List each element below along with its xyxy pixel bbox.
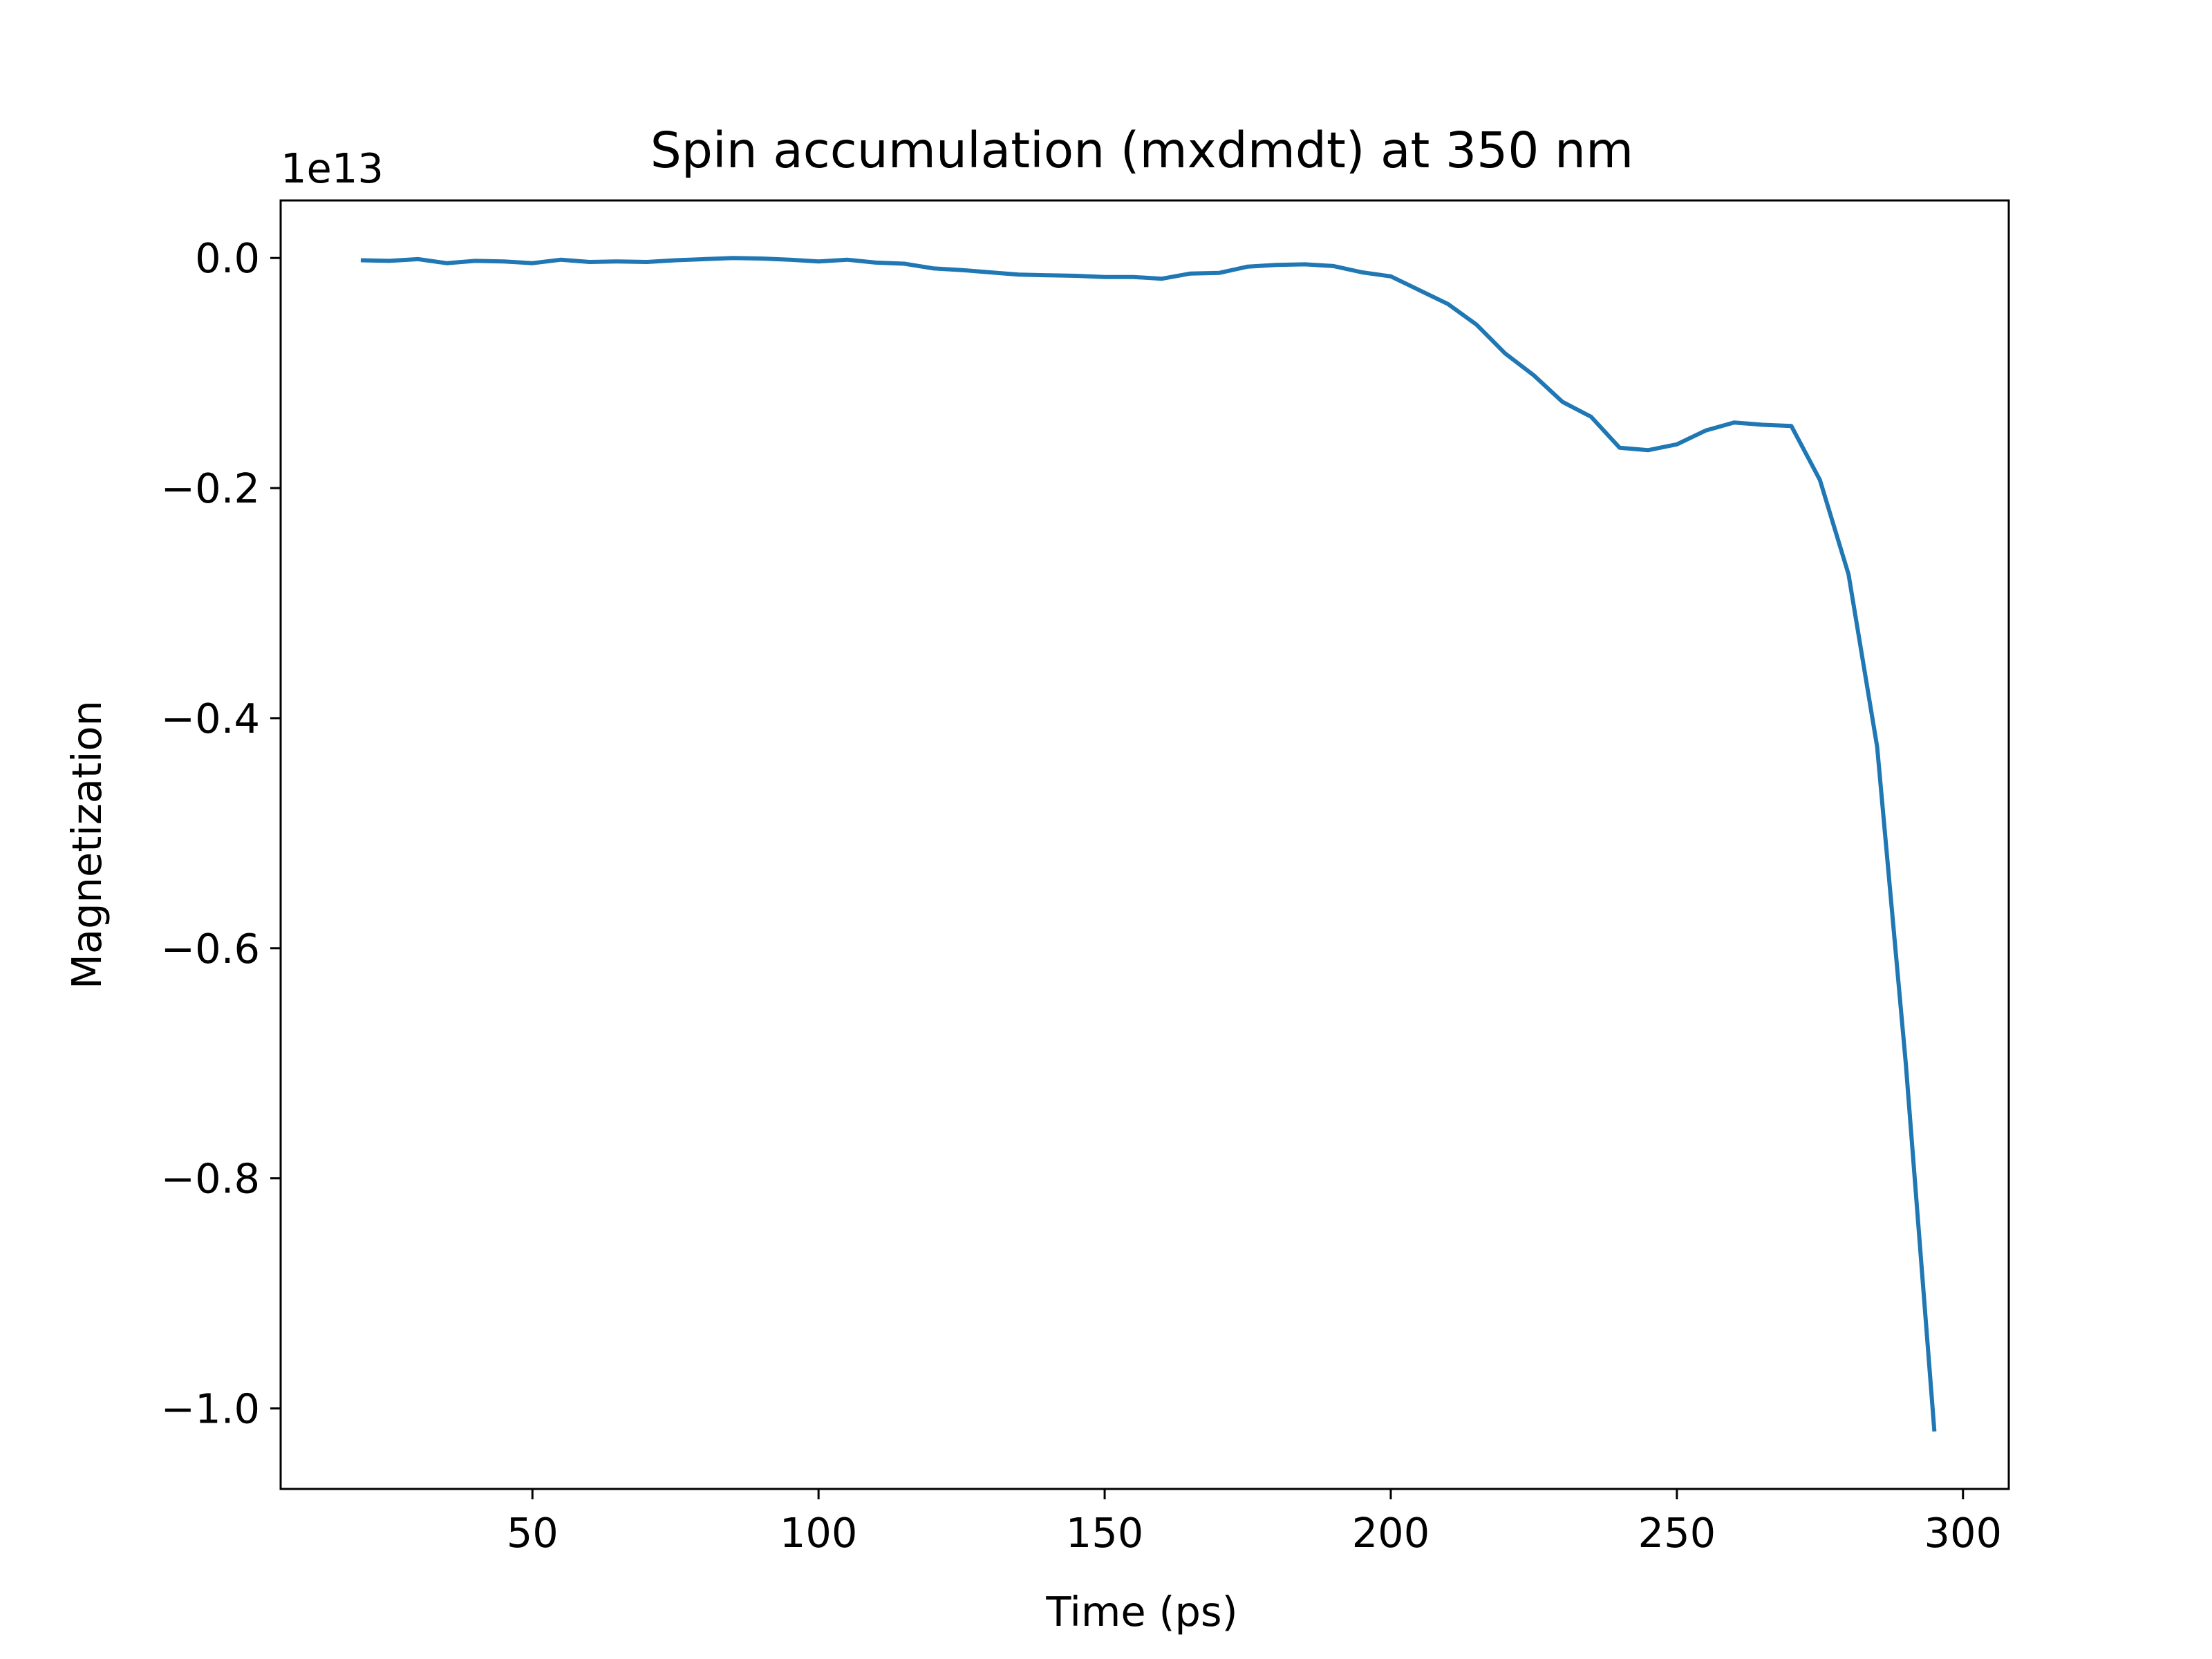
y-tick-label: −0.6 — [161, 925, 260, 973]
plot-content — [360, 256, 1937, 1432]
x-tick-label: 50 — [507, 1509, 559, 1557]
y-axis-offset-label: 1e13 — [281, 144, 384, 192]
y-tick-label: −0.2 — [161, 465, 260, 512]
x-tick-label: 200 — [1352, 1509, 1430, 1557]
x-axis-title: Time (ps) — [1045, 1588, 1237, 1635]
y-axis-title: Magnetization — [63, 700, 111, 989]
axes-frame — [279, 199, 2010, 1490]
y-tick-label: 0.0 — [195, 234, 260, 282]
x-tick-label: 150 — [1066, 1509, 1144, 1557]
x-tick-label: 100 — [780, 1509, 858, 1557]
chart-title: Spin accumulation (mxdmdt) at 350 nm — [650, 122, 1633, 179]
y-tick-label: −0.4 — [161, 695, 260, 742]
series-line — [360, 256, 1937, 1432]
y-axis-ticks: 0.0 −0.2 −0.4 −0.6 −0.8 −1.0 — [161, 234, 281, 1433]
y-tick-label: −1.0 — [161, 1385, 260, 1433]
x-axis-ticks: 50 100 150 200 250 300 — [507, 1489, 2002, 1557]
x-tick-label: 250 — [1638, 1509, 1716, 1557]
y-tick-label: −0.8 — [161, 1155, 260, 1203]
x-tick-label: 300 — [1924, 1509, 2002, 1557]
